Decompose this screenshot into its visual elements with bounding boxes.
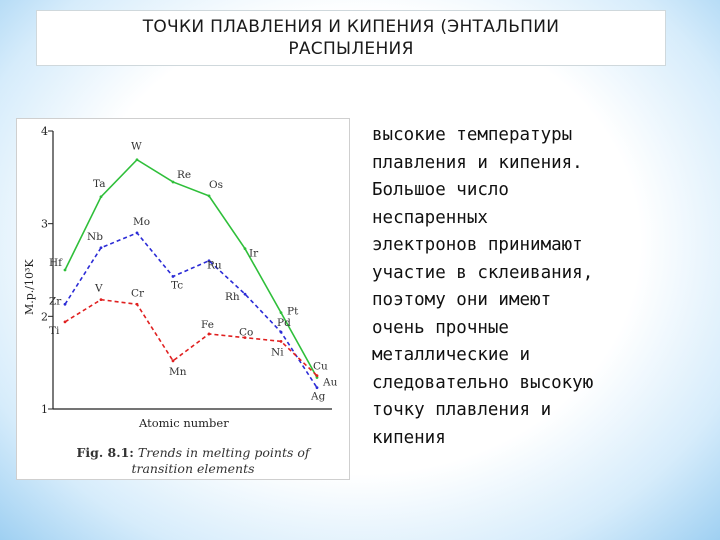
data-point — [243, 247, 247, 251]
data-point — [135, 302, 139, 306]
point-label: Fe — [201, 319, 214, 331]
body-line: очень прочные — [372, 317, 509, 338]
data-point — [135, 231, 139, 235]
melting-point-chart: M.p./10³K Atomic number 1 2 3 4 Hf Ta W Re Os Ir… — [23, 125, 338, 430]
y-tick-label: 1 — [41, 403, 48, 416]
point-label: Os — [209, 179, 223, 191]
data-point — [99, 246, 103, 250]
body-line: неспаренных — [372, 207, 488, 228]
caption-line-2: transition elements — [131, 461, 255, 476]
y-axis-label: M.p./10³K — [23, 259, 36, 315]
y-tick-label: 4 — [41, 125, 48, 138]
body-line: электронов принимают — [372, 235, 583, 255]
data-point — [171, 359, 175, 363]
data-point — [207, 332, 211, 336]
point-label: Tc — [171, 279, 183, 291]
point-label: Zr — [49, 295, 62, 307]
point-label: Co — [239, 327, 253, 339]
point-label: Ir — [249, 248, 259, 260]
data-point — [171, 275, 175, 278]
data-point — [63, 320, 67, 324]
data-point — [279, 311, 283, 315]
point-label: Ag — [310, 391, 326, 403]
data-point — [207, 259, 211, 263]
y-tick-label: 2 — [41, 310, 48, 323]
data-point — [315, 386, 319, 390]
point-label: Pt — [287, 306, 299, 318]
x-axis-label: Atomic number — [138, 416, 229, 430]
body-line: Большое число — [372, 180, 509, 200]
point-label: Re — [177, 169, 191, 181]
body-line: металлические и — [372, 345, 531, 365]
point-label: Ti — [49, 325, 60, 337]
body-line: высокие температуры — [372, 125, 573, 145]
body-line: плавления и кипения. — [372, 152, 583, 173]
series-line — [64, 298, 318, 377]
data-point — [135, 158, 139, 162]
data-point — [243, 336, 247, 340]
body-line: участие в склеивания, — [372, 262, 594, 283]
melting-point-figure: M.p./10³K Atomic number 1 2 3 4 Hf Ta W Re Os Ir… — [16, 118, 350, 480]
slide-title-line-1: ТОЧКИ ПЛАВЛЕНИЯ И КИПЕНИЯ (ЭНТАЛЬПИИ — [142, 17, 560, 37]
point-label: Ru — [207, 260, 222, 272]
data-point — [63, 268, 67, 272]
data-point — [99, 298, 103, 302]
point-label: V — [94, 283, 103, 295]
point-label: Pd — [277, 317, 291, 329]
caption-line-1: Trends in melting points of — [137, 445, 310, 460]
slide-body-text: высокие температуры плавления и кипения.… — [372, 122, 702, 452]
point-label: W — [131, 141, 142, 153]
data-point — [315, 374, 319, 378]
data-point — [63, 302, 67, 306]
point-label: Cr — [131, 287, 145, 299]
data-point — [171, 180, 175, 184]
point-label: Au — [322, 376, 338, 388]
point-label: Nb — [87, 231, 103, 243]
series-line — [64, 158, 318, 378]
point-label: Rh — [225, 291, 240, 303]
data-point — [99, 195, 103, 199]
point-label: Mn — [169, 366, 187, 378]
point-label: Hf — [49, 257, 63, 269]
y-tick-label: 3 — [41, 218, 48, 231]
body-line: точку плавления и — [372, 400, 552, 420]
figure-caption: Fig. 8.1: Trends in melting points of tr… — [53, 445, 333, 477]
slide-title: ТОЧКИ ПЛАВЛЕНИЯ И КИПЕНИЯ (ЭНТАЛЬПИИ РАС… — [36, 10, 666, 66]
caption-prefix: Fig. 8.1: — [76, 445, 134, 460]
body-line: следовательно высокую — [372, 372, 594, 393]
data-point — [279, 330, 283, 334]
point-label: Ni — [271, 346, 284, 358]
point-label: Cu — [313, 361, 328, 373]
body-line: поэтому они имеют — [372, 290, 552, 310]
data-point — [279, 339, 283, 343]
data-point — [243, 292, 247, 296]
point-label: Ta — [93, 178, 105, 190]
body-line: кипения — [372, 427, 446, 448]
slide-title-line-2: РАСПЫЛЕНИЯ — [288, 39, 414, 59]
data-point — [207, 194, 211, 198]
series-line — [64, 231, 318, 389]
point-label: Mo — [133, 216, 150, 228]
